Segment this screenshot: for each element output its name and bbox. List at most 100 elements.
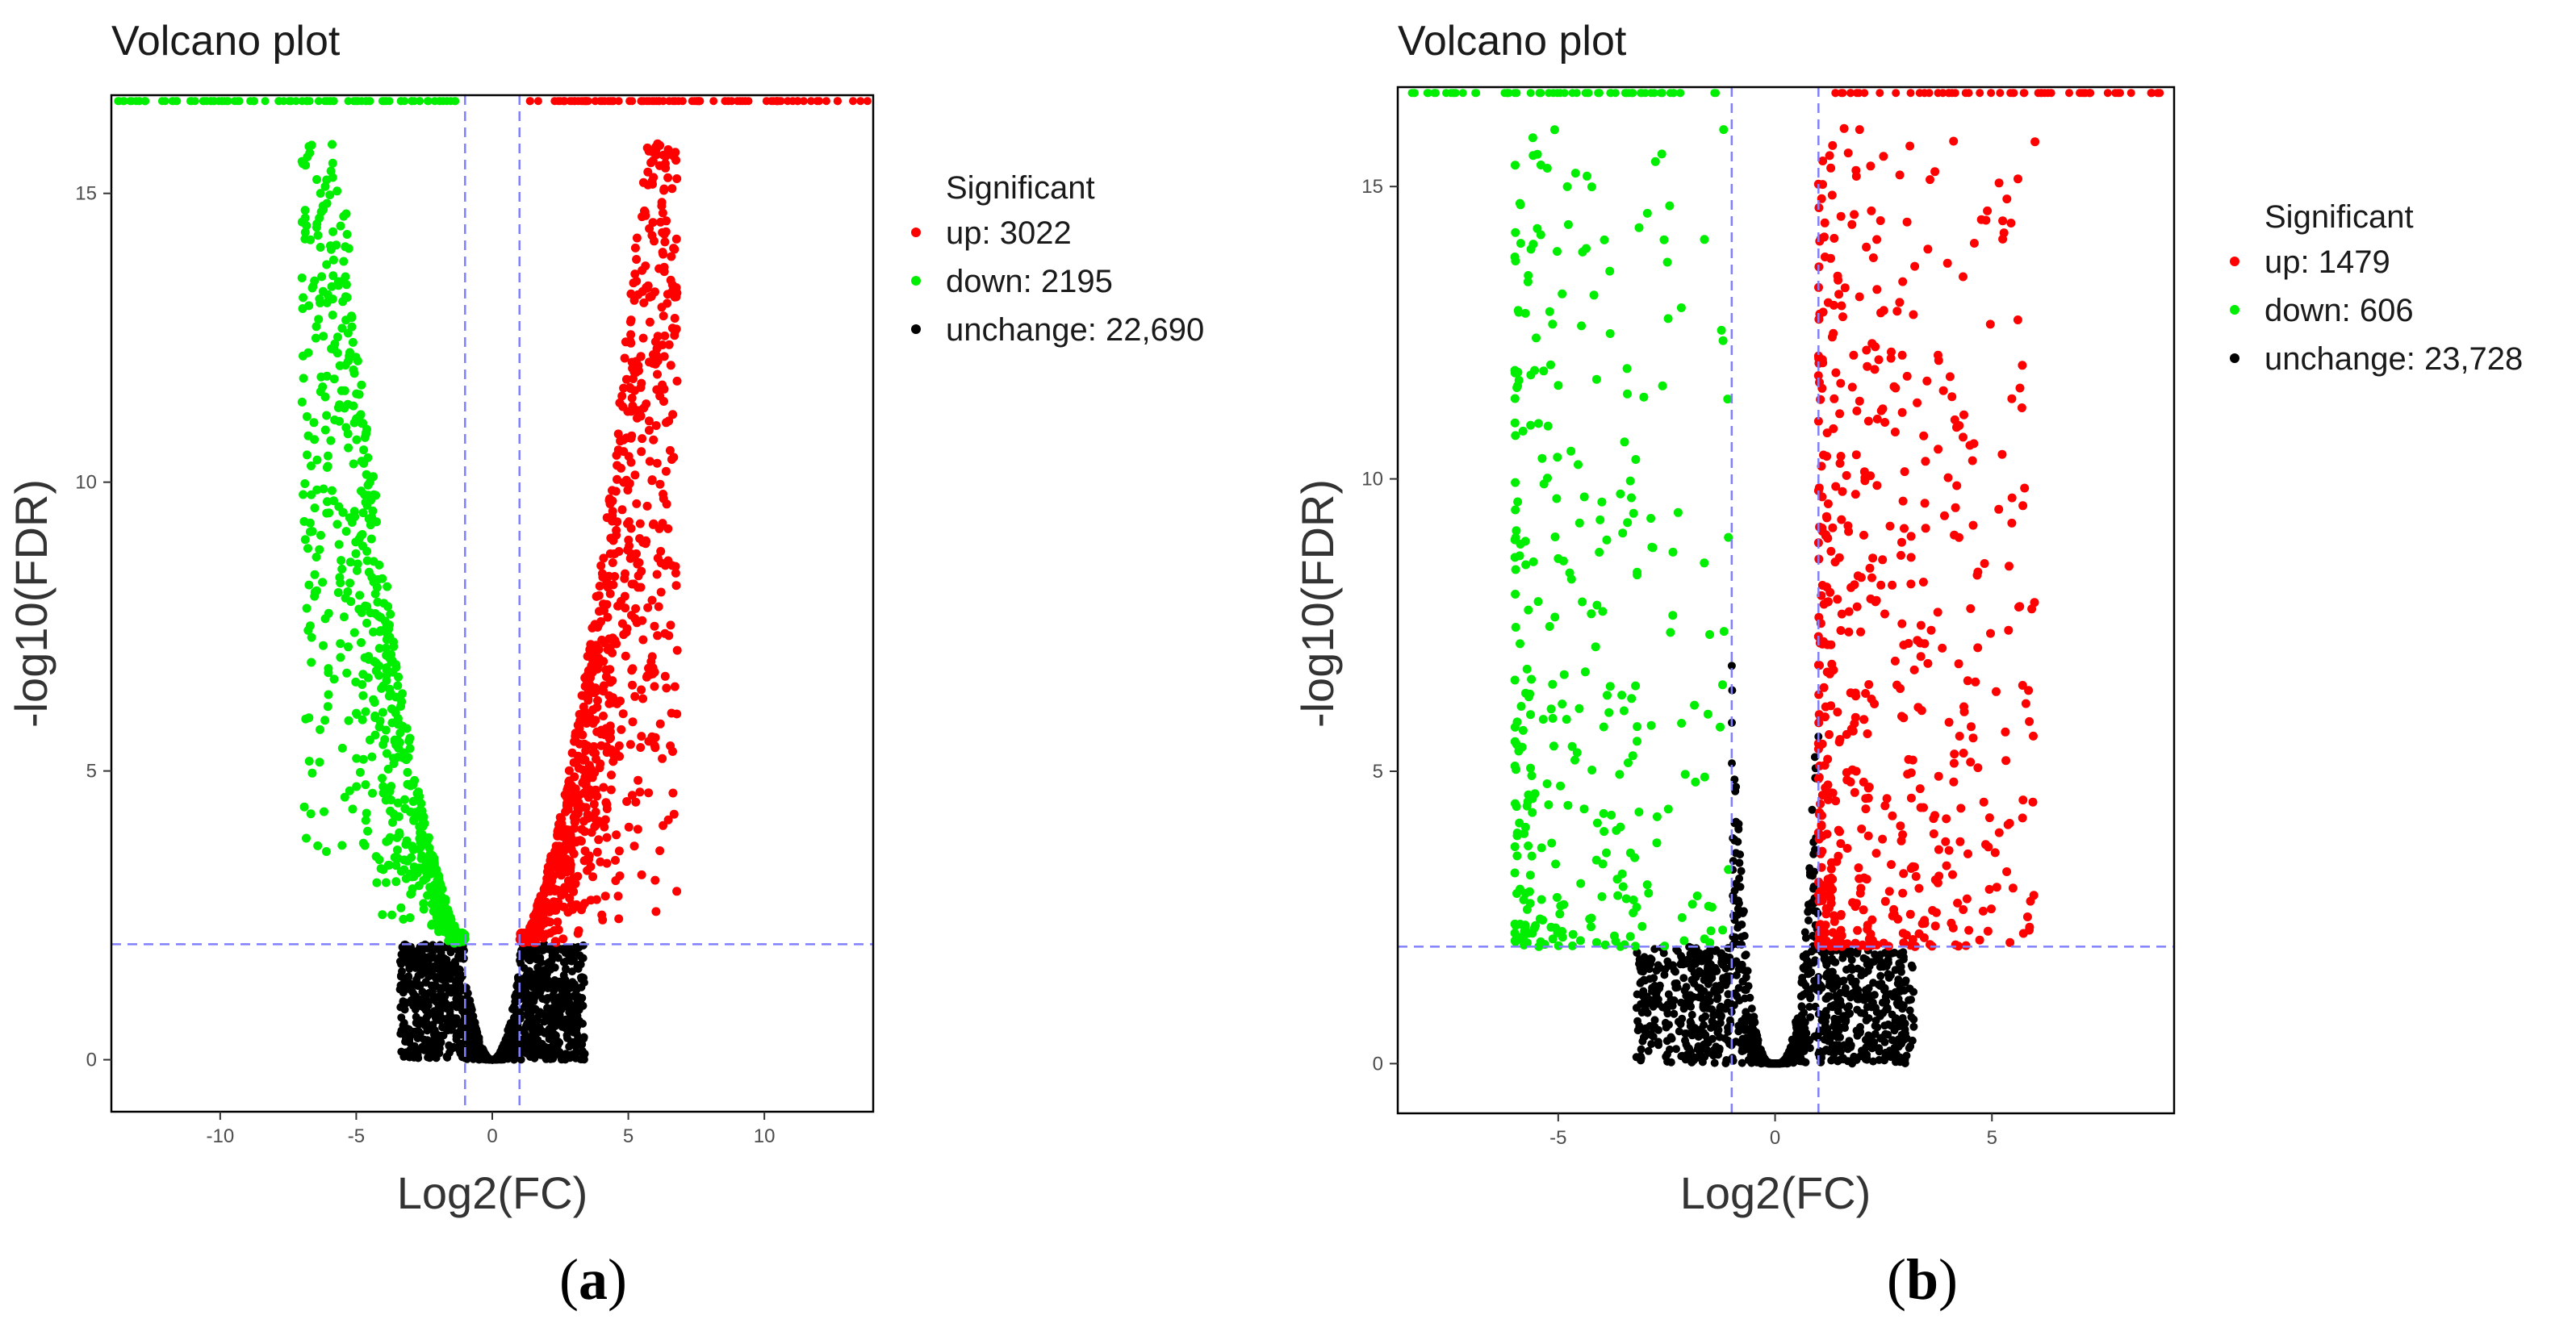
panel-b-point-unchange <box>1884 970 1892 979</box>
panel-b-point-down <box>1620 940 1629 950</box>
panel-a-point-up <box>833 97 842 106</box>
panel-b-point-unchange <box>1685 1044 1693 1053</box>
panel-a-point-down <box>370 698 379 708</box>
panel-b-point-down <box>1578 597 1587 607</box>
panel-a-point-up <box>572 900 581 909</box>
panel-a-point-unchange <box>454 988 463 997</box>
panel-a-point-down <box>385 633 395 642</box>
panel-a-point-down <box>312 455 322 465</box>
panel-a-point-unchange <box>548 1025 557 1033</box>
panel-a-point-down <box>302 411 312 421</box>
panel-b-point-unchange <box>1848 966 1857 974</box>
panel-a-point-up <box>659 490 668 499</box>
panel-b-point-unchange <box>1666 1033 1675 1042</box>
panel-a-point-down <box>305 518 315 528</box>
panel-b-point-down <box>1612 875 1622 884</box>
panel-b-point-unchange <box>1687 1054 1696 1063</box>
panel-a-point-down <box>316 189 325 198</box>
panel-a-point-unchange <box>537 1046 546 1054</box>
panel-b-point-unchange <box>1863 960 1871 969</box>
panel-a-point-down <box>233 97 242 106</box>
panel-a-point-down <box>374 612 383 621</box>
panel-a-legend: Significant up: 3022 down: 2195 unchange… <box>911 170 1204 348</box>
panel-a-point-down <box>394 718 404 728</box>
panel-b-point-unchange <box>1738 1044 1747 1053</box>
panel-b-point-down <box>1591 374 1601 384</box>
panel-b-point-down <box>1577 321 1587 331</box>
panel-b-point-down <box>1565 568 1574 578</box>
panel-a-point-down <box>309 418 319 428</box>
panel-a-point-up <box>571 788 580 798</box>
panel-a-point-up <box>669 809 679 819</box>
panel-a-y-tick-label: 5 <box>86 761 97 783</box>
panel-a-point-unchange <box>452 1035 461 1044</box>
panel-b-point-down <box>1546 704 1556 714</box>
panel-b-point-down <box>1718 680 1727 690</box>
panel-b-point-unchange <box>1742 1017 1750 1025</box>
panel-b-point-up <box>1896 821 1905 831</box>
panel-a-point-unchange <box>466 1008 475 1017</box>
panel-a-point-up <box>560 97 569 106</box>
panel-b-point-unchange <box>1692 973 1700 982</box>
panel-a-point-up <box>659 352 669 361</box>
panel-a-point-up <box>694 97 703 106</box>
panel-b-point-down <box>1524 605 1533 615</box>
panel-b-point-down <box>1547 838 1557 848</box>
panel-a-point-up <box>635 519 645 528</box>
panel-b-point-up <box>1959 905 1968 914</box>
panel-a-point-up <box>570 817 579 827</box>
panel-a-point-up <box>670 331 680 340</box>
panel-b-point-down <box>1520 822 1530 832</box>
panel-a-point-down <box>365 478 374 487</box>
panel-a-point-down <box>360 841 370 850</box>
panel-a-point-up <box>583 694 593 703</box>
panel-a-y-tick-label: 10 <box>75 472 97 494</box>
panel-a-point-up <box>627 666 637 675</box>
panel-a-point-down <box>305 97 314 106</box>
panel-a-point-down <box>303 431 313 440</box>
panel-a-caption: (a) <box>559 1247 627 1312</box>
panel-a-point-down <box>326 244 336 254</box>
panel-a-point-down <box>334 540 344 549</box>
panel-a-point-down <box>349 369 359 378</box>
panel-a-point-unchange <box>557 1055 566 1064</box>
panel-b-point-down <box>1634 808 1644 816</box>
panel-b-point-down <box>1528 557 1538 566</box>
panel-b-point-unchange <box>1710 1058 1719 1067</box>
panel-b-point-down <box>1597 891 1607 901</box>
panel-a-point-unchange <box>395 985 404 994</box>
panel-a-point-unchange <box>562 965 571 974</box>
panel-a-point-up <box>638 212 646 222</box>
panel-a-point-down <box>383 622 393 632</box>
panel-b-point-unchange <box>1701 1012 1710 1021</box>
panel-a-point-down <box>303 348 313 357</box>
panel-b-point-unchange <box>1633 990 1641 999</box>
panel-a-point-unchange <box>442 968 451 977</box>
panel-b-point-down <box>1536 230 1545 240</box>
panel-a-point-down <box>366 97 374 106</box>
panel-b-point-down <box>1663 804 1673 814</box>
panel-b-point-unchange <box>1729 1056 1738 1065</box>
panel-a-point-unchange <box>441 954 450 963</box>
panel-a-point-down <box>324 668 333 678</box>
panel-a-point-up <box>631 357 641 366</box>
panel-b-point-up <box>2004 625 2014 635</box>
panel-b-point-down <box>1652 812 1662 821</box>
panel-a-point-down <box>383 582 392 591</box>
panel-a-point-down <box>329 374 339 384</box>
panel-b-point-unchange <box>1663 1050 1671 1058</box>
panel-a-point-up <box>567 748 577 758</box>
panel-a-point-up <box>590 620 600 629</box>
panel-b-point-unchange <box>1873 1023 1882 1032</box>
panel-a-point-down <box>307 633 316 642</box>
panel-a-point-down <box>337 556 346 566</box>
panel-a-point-down <box>368 788 377 798</box>
panel-a-point-up <box>602 748 612 758</box>
panel-a-point-down <box>396 903 406 912</box>
panel-a-legend-title: Significant <box>946 170 1095 206</box>
panel-a-point-up <box>656 546 666 556</box>
panel-b-point-down <box>1511 590 1520 599</box>
panel-b-point-down <box>1629 908 1638 917</box>
